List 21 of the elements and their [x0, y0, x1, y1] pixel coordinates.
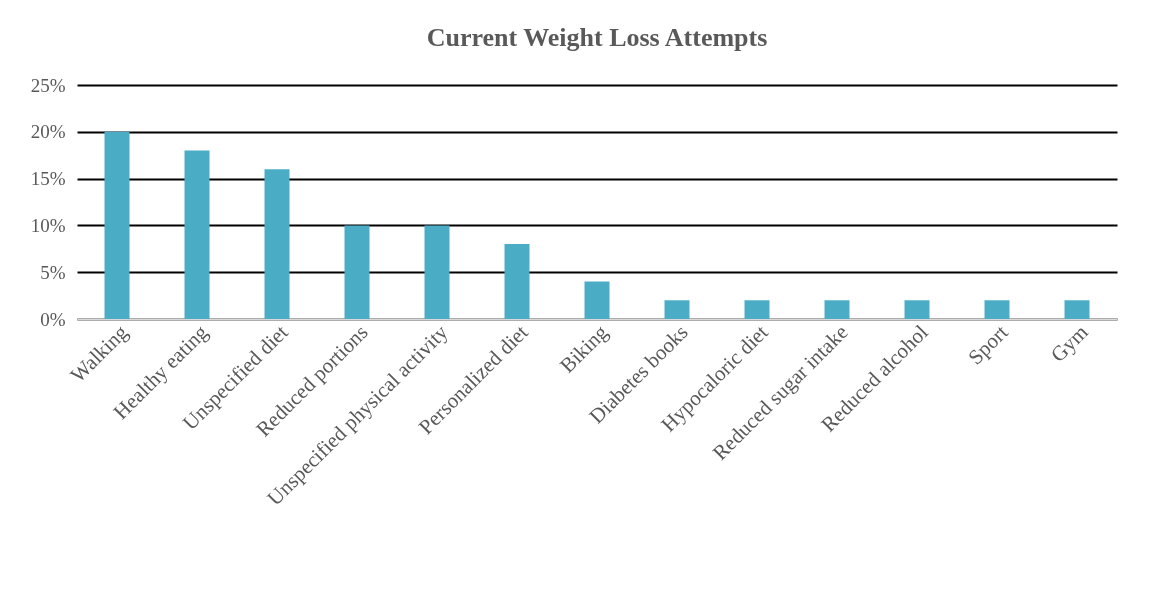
y-tick-label: 20% [30, 121, 66, 143]
bar [824, 300, 850, 319]
bar [744, 300, 770, 319]
bar [264, 169, 290, 319]
bar [984, 300, 1010, 319]
bar [184, 150, 210, 319]
bar [504, 244, 530, 319]
bar [1064, 300, 1090, 319]
bar [104, 131, 130, 319]
x-tick-label: Gym [1045, 320, 1093, 367]
y-tick-label: 10% [30, 214, 66, 236]
chart-title: Current Weight Loss Attempts [426, 23, 768, 52]
bar [904, 300, 930, 319]
bar [584, 281, 610, 319]
y-tick-label: 15% [30, 168, 66, 190]
bar [344, 225, 370, 319]
bar [664, 300, 690, 319]
y-tick-label: 0% [40, 308, 66, 330]
bar [424, 225, 450, 319]
y-tick-label: 5% [40, 261, 66, 283]
y-tick-label: 25% [30, 74, 66, 96]
